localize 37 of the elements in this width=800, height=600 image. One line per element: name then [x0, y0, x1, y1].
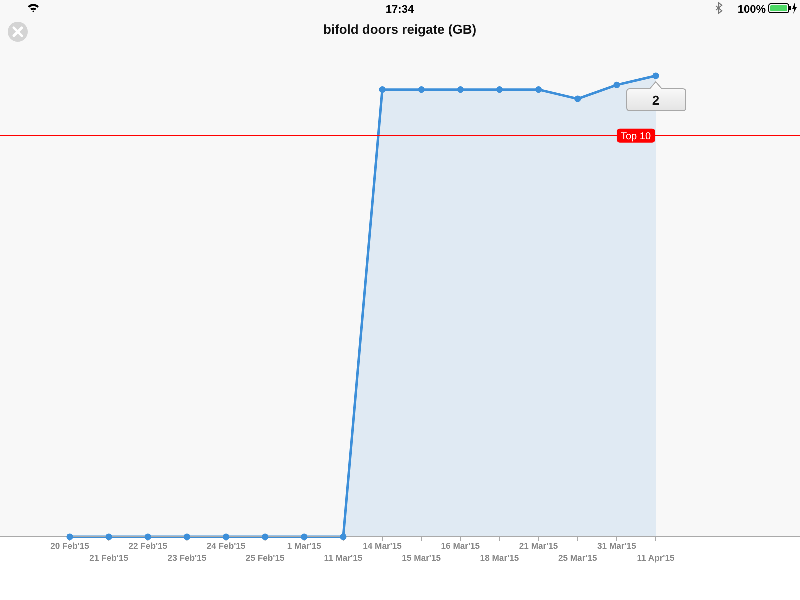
point: [652, 72, 660, 80]
x-tick-label: 16 Mar'15: [441, 541, 480, 552]
x-tick-label: 11 Apr'15: [637, 553, 675, 564]
x-tick-label: 14 Mar'15: [363, 541, 402, 552]
x-tick-label: 25 Feb'15: [246, 553, 285, 564]
point: [536, 86, 542, 94]
point: [614, 82, 620, 89]
point: [340, 534, 347, 540]
point: [144, 534, 152, 540]
point: [574, 96, 582, 102]
point: [262, 534, 269, 540]
x-tick-label: 21 Feb'15: [90, 553, 129, 564]
x-tick-label: 24 Feb'15: [206, 541, 246, 552]
x-tick-label: 20 Feb'15: [50, 541, 90, 552]
ref-line-label: Top 10: [620, 131, 652, 142]
chart-title: bifold doors reigate (GB): [323, 22, 477, 37]
x-tick-label: 18 Mar'15: [480, 553, 520, 564]
point: [106, 534, 112, 540]
point: [379, 86, 386, 94]
x-tick-label: 23 Feb'15: [168, 553, 207, 564]
point: [301, 534, 308, 540]
point: [496, 86, 504, 94]
x-tick-label: 11 Mar'15: [324, 553, 363, 564]
point: [457, 86, 464, 94]
x-tick-label: 21 Mar'15: [519, 541, 558, 552]
x-tick-label: 31 Mar'15: [598, 541, 637, 552]
x-tick-label: 15 Mar'15: [402, 553, 442, 564]
point: [222, 534, 230, 540]
x-tick-label: 22 Feb'15: [128, 541, 168, 552]
x-tick-label: 1 Mar'15: [287, 541, 322, 552]
text: 100%: [738, 4, 766, 16]
annotation: 2: [652, 93, 660, 108]
point: [418, 86, 425, 94]
text: 17:34: [386, 4, 415, 16]
point: [184, 534, 190, 540]
point: [66, 534, 74, 540]
x-tick-label: 25 Mar'15: [558, 553, 598, 564]
